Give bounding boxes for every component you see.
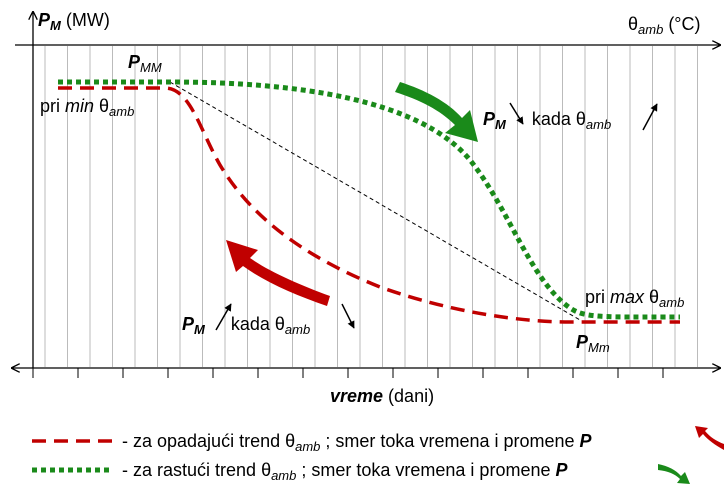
y-axis-label: PM (MW): [38, 10, 110, 33]
pmlow-label: PMm: [576, 332, 610, 355]
falling-curve: [58, 86, 680, 324]
up-arrow: [215, 303, 232, 331]
legend-arrow: [695, 426, 724, 450]
pmax-label: pri max θamb: [585, 287, 684, 310]
reference-line: [169, 81, 581, 321]
falling-label: PM kada θamb: [182, 314, 310, 337]
rising-arrow: [395, 82, 478, 142]
x-axis-label: vreme (dani): [330, 386, 434, 406]
falling-arrow: [226, 240, 330, 306]
theta-axis-label: θamb (°C): [628, 14, 701, 37]
rising-label: PM kada θamb: [483, 109, 611, 132]
legend-entry: - za rastući trend θamb; smer toka vremen…: [122, 460, 568, 483]
grid: [44, 46, 698, 367]
down-arrow: [509, 102, 524, 125]
down-arrow: [341, 303, 355, 329]
ticks: [32, 368, 664, 378]
pmin-label: pri min θamb: [40, 96, 134, 119]
legend-arrow: [658, 464, 690, 484]
legend-entry: - za opadajući trend θamb; smer toka vrem…: [122, 431, 593, 454]
pmm-label: PMM: [128, 52, 162, 75]
up-arrow: [642, 103, 658, 131]
